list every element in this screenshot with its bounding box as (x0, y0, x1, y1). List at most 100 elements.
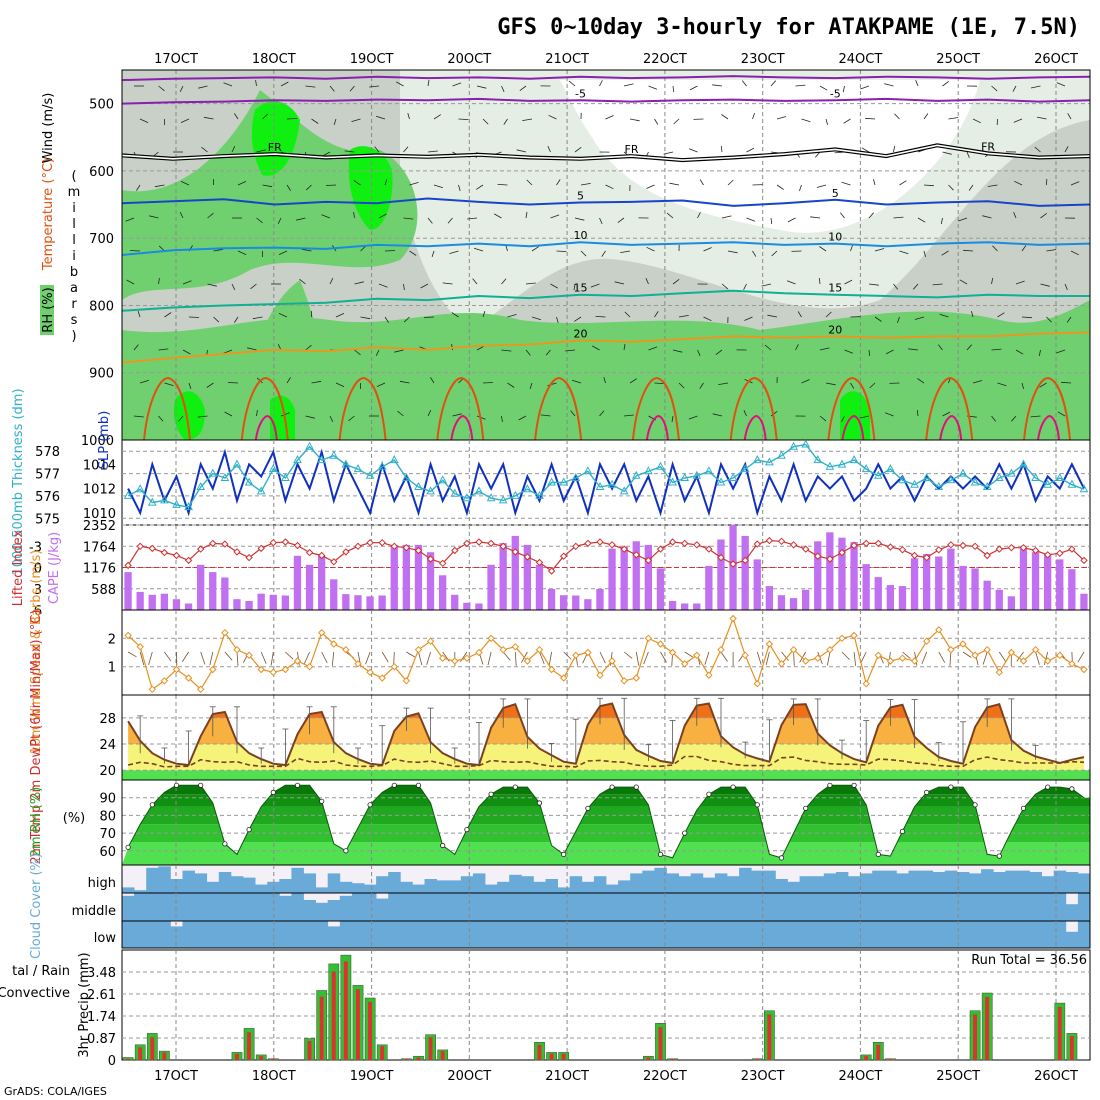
wind-barb (885, 349, 894, 355)
wind-barb (861, 147, 870, 153)
cloud-cover-bar (1017, 921, 1030, 948)
rh-point (972, 802, 978, 808)
thickness-point (656, 461, 665, 470)
wind-barb (1070, 181, 1080, 186)
cloud-cover-bar (472, 893, 486, 921)
wind-barb-10m (426, 651, 431, 665)
wind-barb (452, 82, 462, 87)
wind-barb (126, 279, 135, 285)
thickness-point (486, 493, 496, 502)
rh-band-fill (122, 842, 1090, 865)
wind-barb-10m (704, 651, 710, 665)
wind-barb (991, 348, 1002, 351)
cloud-cover-bar (170, 879, 183, 893)
cape-tick: 1764 (83, 540, 116, 555)
cloud-cover-bar (714, 873, 728, 893)
thickness-point (970, 477, 980, 486)
thickness-point (438, 475, 448, 484)
wind-barb (374, 146, 380, 153)
wind-barb (376, 382, 386, 387)
cloud-cover-bar (424, 921, 437, 948)
wind-barb-10m (793, 651, 795, 666)
wind-speed-point (801, 657, 810, 665)
wind-speed-point (874, 651, 883, 660)
lifted-index-point (196, 545, 205, 553)
wind-barb (801, 379, 810, 384)
cloud-cover-bar (654, 893, 667, 921)
cloud-cover-bar (618, 921, 631, 948)
wind-barb (262, 113, 269, 120)
slp-thickness-panel: 575 576 577 578 1010 1012 1014 1000-500mb Thick… (11, 388, 1091, 576)
thickness-point (1067, 479, 1077, 488)
wind-barb (776, 116, 787, 120)
wind-barb (458, 184, 461, 192)
lifted-index-point (438, 559, 447, 568)
cape-bar (1031, 552, 1040, 610)
wind-barb-10m (381, 651, 389, 663)
cape-bar (668, 601, 677, 610)
wind-speed-point (668, 648, 677, 657)
thickness-point (801, 439, 811, 448)
wind-barb (305, 184, 312, 191)
lifted-index-point (1031, 546, 1040, 555)
wind-speed-point (789, 645, 798, 654)
lifted-index-point (390, 542, 399, 551)
cloud-cover-bar (751, 870, 764, 893)
rh-point (803, 805, 809, 811)
wind-barb (540, 414, 551, 417)
cloud-cover-bar (956, 872, 970, 893)
cloud-cover-bar (811, 921, 825, 948)
wind-barb (795, 344, 799, 351)
rh-point (609, 784, 615, 790)
wind-speed-point (475, 648, 483, 657)
wind-barb-10m (853, 651, 856, 666)
cloud-cover-bar (351, 883, 365, 893)
thickness-point (305, 441, 314, 450)
wind-barb (825, 382, 836, 386)
wind-barb (937, 344, 943, 351)
lifted-index-tick: 0 (34, 562, 42, 577)
thickness-point (135, 484, 145, 493)
wind-barb (908, 348, 919, 351)
millibars-label-char: i (72, 201, 76, 216)
pressure-tick: 500 (89, 98, 114, 113)
wind-barb (351, 118, 361, 122)
bottom-date-tick: 19OCT (350, 1069, 394, 1084)
cloud-cover-bar (545, 893, 558, 921)
lifted-index-point (402, 543, 411, 552)
cloud-cover-bar (775, 893, 788, 921)
cloud-cover-bar (206, 893, 220, 921)
temp-tick: 24 (99, 738, 116, 753)
wind-speed-point (438, 654, 447, 662)
rh-point (222, 841, 228, 847)
wind-barb (678, 382, 685, 389)
bottom-date-tick: 20OCT (447, 1069, 491, 1084)
wind-barb (164, 382, 174, 386)
thickness-point (886, 464, 895, 473)
wind-barb-10m (962, 651, 972, 658)
precip-convective-bar (271, 1058, 276, 1060)
lifted-index-point (257, 544, 265, 553)
lifted-index-point (342, 548, 350, 556)
cloud-cover-bar (569, 876, 583, 893)
wind-barb (942, 151, 952, 155)
cape-bar (257, 593, 265, 610)
wind-barb (914, 316, 925, 320)
cape-bar (293, 555, 302, 610)
wind-barb (819, 347, 830, 351)
thickness-point (196, 481, 206, 490)
wind-barb (252, 316, 263, 320)
rh-point (270, 789, 276, 796)
precip-convective-bar (864, 1056, 869, 1060)
wind-barb-10m (1035, 651, 1040, 665)
cape-tick: 2352 (83, 519, 116, 534)
rh-point (415, 782, 422, 788)
lifted-index-point (475, 538, 483, 546)
rh2m-axis-label: 2m RH (%) (29, 787, 44, 858)
wind-barb (180, 118, 190, 123)
rh-point (948, 784, 954, 790)
rh-point (125, 844, 131, 850)
thickness-point (232, 459, 242, 468)
wind-barb (669, 182, 680, 186)
wind-barb (1064, 283, 1068, 290)
